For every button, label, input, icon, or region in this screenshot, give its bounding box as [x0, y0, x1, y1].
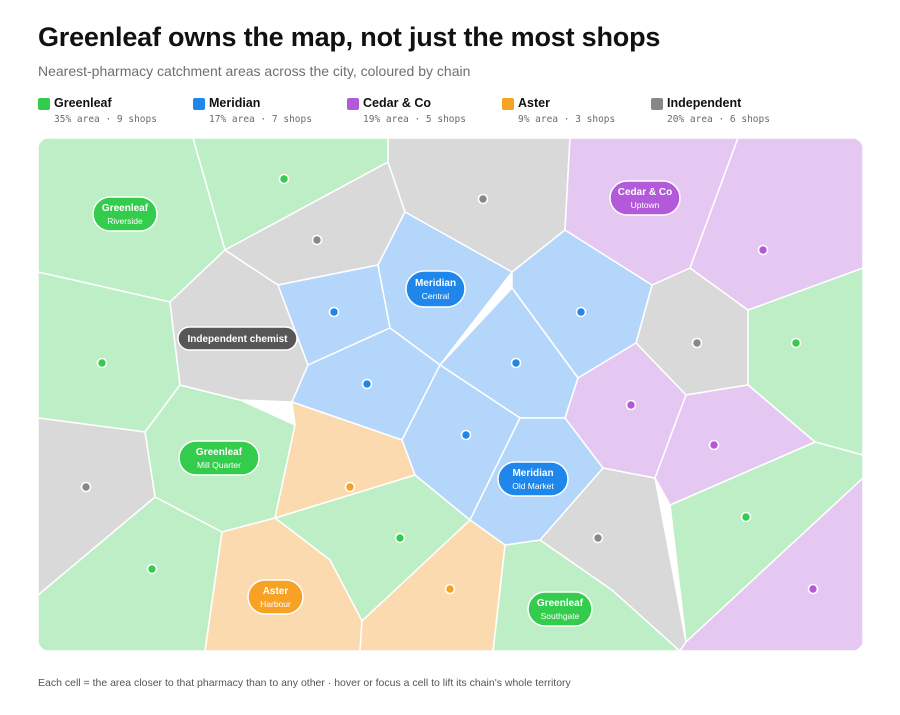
label-meridian-central: Meridian Central — [405, 270, 466, 308]
label-meridian-central-name: Meridian — [415, 278, 456, 289]
cell-aster-north[interactable] — [274, 401, 416, 519]
label-greenleaf-millquarter-sub: Mill Quarter — [197, 460, 241, 470]
site-cedar-southeast[interactable] — [807, 583, 819, 595]
site-greenleaf-west[interactable] — [96, 357, 108, 369]
legend-swatch-meridian — [193, 98, 205, 110]
label-greenleaf-millquarter-name: Greenleaf — [196, 447, 243, 458]
page-title: Greenleaf owns the map, not just the mos… — [38, 22, 661, 52]
site-greenleaf-north[interactable] — [278, 173, 290, 185]
label-greenleaf-southgate-name: Greenleaf — [537, 598, 584, 609]
site-greenleaf-east[interactable] — [790, 337, 802, 349]
label-aster-harbour-name: Aster — [263, 586, 289, 597]
site-meridian-south[interactable] — [460, 429, 472, 441]
legend-name-meridian: Meridian — [209, 96, 261, 110]
legend-name-cedar: Cedar & Co — [363, 96, 432, 110]
site-independent-top[interactable] — [477, 193, 489, 205]
legend-swatch-cedar — [347, 98, 359, 110]
label-independent-chemist-name: Independent chemist — [187, 334, 288, 345]
site-independent-west[interactable] — [80, 481, 92, 493]
site-meridian-center[interactable] — [510, 357, 522, 369]
cell-cedar-east[interactable] — [654, 384, 816, 506]
legend-swatch-aster — [502, 98, 514, 110]
label-greenleaf-riverside-name: Greenleaf — [102, 203, 149, 214]
site-cedar-northeast[interactable] — [757, 244, 769, 256]
site-greenleaf-center-south[interactable] — [394, 532, 406, 544]
label-independent-chemist: Independent chemist — [177, 326, 298, 351]
site-meridian-northwest[interactable] — [328, 306, 340, 318]
legend-stats-meridian: 17% area · 7 shops — [209, 114, 312, 125]
label-aster-harbour: Aster Harbour — [247, 579, 304, 615]
cell-independent-west[interactable] — [38, 417, 156, 596]
label-greenleaf-southgate: Greenleaf Southgate — [527, 591, 593, 627]
legend-swatch-greenleaf — [38, 98, 50, 110]
legend-stats-greenleaf: 35% area · 9 shops — [54, 114, 157, 125]
label-cedar-uptown-sub: Uptown — [631, 200, 660, 210]
site-greenleaf-southeast[interactable] — [740, 511, 752, 523]
legend-name-greenleaf: Greenleaf — [54, 96, 112, 110]
catchment-map: Greenleaf Riverside Meridian Central Ced… — [38, 138, 863, 651]
legend-name-aster: Aster — [518, 96, 550, 110]
label-meridian-oldmarket: Meridian Old Market — [497, 461, 569, 497]
site-aster-south[interactable] — [444, 583, 456, 595]
legend-stats-independent: 20% area · 6 shops — [667, 114, 770, 125]
label-meridian-oldmarket-name: Meridian — [512, 468, 553, 479]
cell-aster-south[interactable] — [359, 519, 506, 651]
cell-cedar-southeast[interactable] — [679, 477, 863, 651]
label-meridian-central-sub: Central — [422, 291, 450, 301]
cell-cedar-northeast[interactable] — [689, 138, 863, 311]
voronoi-svg: Greenleaf Riverside Meridian Central Ced… — [38, 138, 863, 651]
legend: Greenleaf 35% area · 9 shops Meridian 17… — [38, 96, 878, 129]
site-greenleaf-southwest[interactable] — [146, 563, 158, 575]
site-independent-south[interactable] — [592, 532, 604, 544]
site-meridian-east[interactable] — [575, 306, 587, 318]
legend-swatch-independent — [651, 98, 663, 110]
label-greenleaf-riverside: Greenleaf Riverside — [92, 196, 158, 232]
label-greenleaf-millquarter: Greenleaf Mill Quarter — [178, 440, 260, 476]
label-aster-harbour-sub: Harbour — [260, 599, 291, 609]
label-cedar-uptown: Cedar & Co Uptown — [609, 180, 681, 216]
legend-name-independent: Independent — [667, 96, 742, 110]
label-greenleaf-southgate-sub: Southgate — [541, 611, 580, 621]
legend-stats-aster: 9% area · 3 shops — [518, 114, 616, 125]
site-aster-north[interactable] — [344, 481, 356, 493]
legend-stats-cedar: 19% area · 5 shops — [363, 114, 466, 125]
footnote: Each cell = the area closer to that phar… — [38, 677, 571, 689]
site-cedar-center[interactable] — [625, 399, 637, 411]
page-subtitle: Nearest-pharmacy catchment areas across … — [38, 63, 471, 79]
site-independent-north[interactable] — [311, 234, 323, 246]
site-independent-east[interactable] — [691, 337, 703, 349]
label-cedar-uptown-name: Cedar & Co — [618, 187, 672, 198]
site-cedar-east[interactable] — [708, 439, 720, 451]
label-meridian-oldmarket-sub: Old Market — [512, 481, 554, 491]
site-meridian-west[interactable] — [361, 378, 373, 390]
label-greenleaf-riverside-sub: Riverside — [107, 216, 143, 226]
